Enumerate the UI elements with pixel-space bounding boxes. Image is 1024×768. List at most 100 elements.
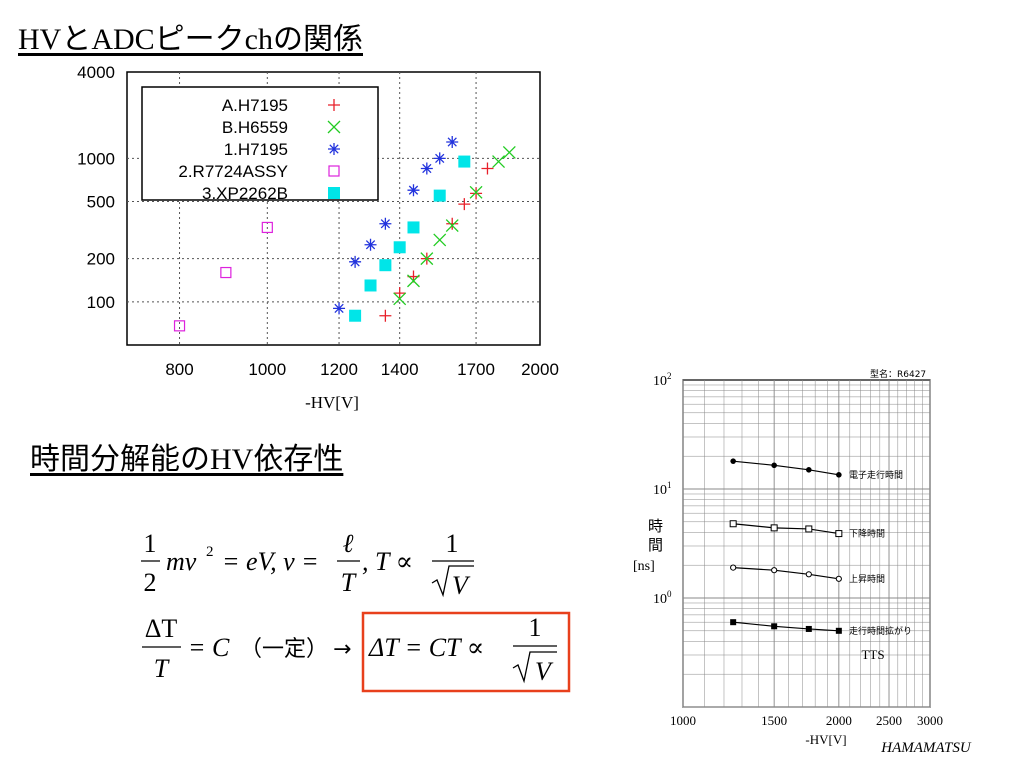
- chart1-tick-labels: 800 1000 1200 1400 1700 2000 100 200 500 1000 4000: [77, 63, 559, 379]
- equations: 1 2 mv 2 = eV, v = ℓ T , T ∝ 1 V ΔT T = …: [141, 529, 571, 693]
- legend-entry-label: A.H7195: [222, 96, 288, 115]
- chart1-point: [407, 221, 420, 234]
- chart1-point: [349, 255, 362, 268]
- chart1-point: [433, 152, 446, 165]
- chart1-x-tick-label: 1200: [320, 360, 358, 379]
- chart2-x-tick-label: 3000: [917, 713, 943, 728]
- chart1-point: [469, 185, 483, 199]
- chart1-point: [349, 309, 362, 322]
- chart2-point: [805, 625, 812, 632]
- sqrt-sign-2: [512, 651, 557, 684]
- chart2-point: [805, 571, 812, 578]
- tts-annotation: TTS: [861, 647, 884, 662]
- chart1-point: [364, 238, 377, 251]
- chart1-x-tick-label: 1700: [457, 360, 495, 379]
- chart2-y-tick-label: 102: [653, 371, 672, 389]
- hamamatsu-brand: HAMAMATSU: [880, 740, 972, 756]
- chart2-y-label-char2: 間: [648, 536, 663, 554]
- chart1-point: [445, 219, 459, 233]
- legend-entry-marker: [328, 99, 340, 111]
- eq1-middle: = eV, v =: [222, 547, 319, 576]
- chart1-point: [364, 279, 377, 292]
- chart2-point: [805, 525, 813, 533]
- chart1-point: [481, 162, 494, 175]
- chart2-point: [730, 619, 737, 626]
- chart1-point: [220, 266, 232, 279]
- chart2-series-line: [733, 523, 839, 535]
- chart2-series-line: [733, 621, 839, 632]
- legend-entry-marker: [328, 187, 340, 199]
- chart2-point: [771, 462, 777, 469]
- chart2-series-line: [733, 460, 839, 476]
- chart1-point: [420, 162, 433, 175]
- slide-title-hv-adc: HVとADCピークchの関係: [18, 23, 363, 56]
- chart2-y-unit: [ns]: [633, 559, 655, 574]
- chart2-series-line: [733, 567, 839, 580]
- chart1-point: [458, 155, 471, 168]
- chart1-point: [420, 252, 434, 266]
- chart2-x-tick-label: 1500: [761, 713, 787, 728]
- legend-entry-label: 2.R7724ASSY: [178, 162, 288, 181]
- chart2-title: 型名：R6427: [870, 368, 926, 380]
- eq2-frac-num: ΔT: [145, 614, 178, 643]
- result-highlight-box: [361, 611, 571, 693]
- chart1-point: [407, 274, 420, 288]
- chart1-point: [379, 217, 392, 230]
- eq1-sup: 2: [206, 544, 214, 560]
- chart2-y-tick-label: 100: [653, 589, 672, 607]
- legend-entry-marker: [327, 120, 341, 134]
- legend-entry-marker: [328, 143, 340, 155]
- chart1-data-points: [173, 136, 516, 332]
- chart1-y-tick-label: 4000: [77, 63, 115, 82]
- chart1-point: [393, 287, 406, 300]
- chart1-y-tick-label: 500: [87, 193, 115, 212]
- chart2-point: [806, 467, 812, 473]
- chart2-point: [771, 567, 778, 574]
- chart1-point: [261, 221, 273, 234]
- eq1-frac1-num: 1: [144, 529, 157, 558]
- eq1-frac1-den: 2: [144, 568, 157, 597]
- chart1-point: [458, 198, 471, 211]
- chart1-legend: A.H7195 B.H6559 1.H7195 2.R7724ASSY 3.XP2262…: [141, 86, 379, 203]
- chart2-y-tick-exponent: 0: [667, 589, 672, 599]
- chart2-series-label: 電子走行時間: [849, 469, 903, 481]
- eq2-frac-den: T: [154, 654, 170, 683]
- chart1-y-tick-label: 200: [87, 250, 115, 269]
- chart2-x-axis-label: -HV[V]: [805, 732, 846, 747]
- chart1-point: [492, 155, 506, 169]
- chart2-y-tick-exponent: 1: [667, 480, 672, 490]
- chart1-x-axis-label: -HV[V]: [305, 393, 359, 412]
- chart2-series-label: 下降時間: [849, 528, 885, 540]
- legend-entry-label: 1.H7195: [224, 140, 288, 159]
- chart2-point: [836, 471, 842, 478]
- eq1-frac3-num: 1: [446, 529, 459, 558]
- chart1-point: [502, 145, 516, 159]
- chart2-point: [770, 524, 778, 532]
- chart2-series-group: 下降時間: [729, 520, 885, 540]
- chart2-y-label-char1: 時: [648, 517, 663, 535]
- legend-box: [141, 86, 379, 201]
- chart2-point: [730, 564, 737, 571]
- chart2-plot-area: [682, 379, 931, 708]
- sqrt-sign-1: [431, 565, 474, 598]
- chart1-point: [393, 241, 406, 254]
- chart2-point: [835, 575, 842, 582]
- chart1-point: [393, 292, 407, 306]
- chart2-grid: [682, 380, 931, 708]
- chart2-x-tick-label: 2000: [826, 713, 852, 728]
- eq1-frac2-num: ℓ: [343, 529, 354, 558]
- chart1-y-tick-label: 100: [87, 293, 115, 312]
- chart2-series-group: 上昇時間: [730, 564, 885, 585]
- eq2-arrow: →: [333, 637, 351, 662]
- eq1-proportional: , T ∝: [362, 547, 413, 576]
- chart2-x-tick-label: 2500: [876, 713, 902, 728]
- chart1-point: [470, 187, 483, 200]
- eq2-box-frac-num: 1: [529, 613, 542, 642]
- chart1-point: [173, 320, 186, 332]
- chart2-point: [771, 623, 778, 630]
- eq1-frac3-den: V: [452, 571, 471, 600]
- chart1-point: [379, 309, 392, 322]
- eq1-term: mv: [166, 547, 197, 576]
